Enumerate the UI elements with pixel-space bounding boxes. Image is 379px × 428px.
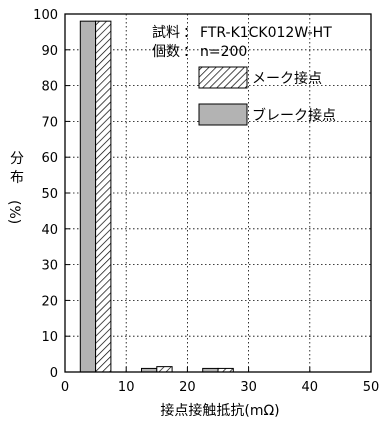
xtick-label: 30 — [240, 380, 257, 395]
count-value: n=200 — [200, 44, 247, 60]
ytick-label: 10 — [41, 330, 58, 345]
ytick-label: 60 — [41, 151, 58, 166]
ylabel-3: (%) — [6, 200, 22, 224]
bar-break — [79, 20, 97, 373]
ytick-label: 20 — [41, 294, 58, 309]
legend-swatch-break — [198, 103, 248, 126]
bar-make — [156, 366, 173, 373]
xtick-label: 0 — [61, 380, 69, 395]
ytick-label: 30 — [41, 259, 58, 274]
plot-frame — [64, 13, 372, 373]
sample-colon: ： — [183, 25, 197, 41]
ytick-label: 50 — [41, 187, 58, 202]
legend: メーク接点 ブレーク接点 — [198, 66, 336, 126]
legend-label-break: ブレーク接点 — [252, 107, 336, 124]
sample-value: FTR-K1CK012W-HT — [200, 25, 332, 41]
bar-make — [95, 20, 112, 373]
xtick-label: 20 — [179, 380, 196, 395]
count-colon: ： — [183, 44, 197, 60]
ytick-label: 70 — [41, 115, 58, 130]
legend-swatch-make — [198, 66, 248, 89]
sample-label: 試料 — [152, 25, 180, 41]
ylabel-2: 布 — [10, 170, 24, 186]
xlabel: 接点接触抵抗(mΩ) — [160, 402, 279, 419]
legend-label-make: メーク接点 — [252, 70, 322, 87]
count-label: 個数 — [152, 44, 180, 60]
xtick-label: 40 — [302, 380, 319, 395]
ytick-label: 90 — [41, 44, 58, 59]
axis-ticks: 0 10 20 30 40 50 60 70 80 90 100 0 10 20 30 40 50 — [33, 8, 379, 395]
xtick-label: 50 — [363, 380, 379, 395]
ytick-label: 40 — [41, 223, 58, 238]
bars — [79, 20, 234, 373]
ytick-label: 80 — [41, 80, 58, 95]
ytick-label: 0 — [50, 366, 58, 381]
xtick-label: 10 — [118, 380, 135, 395]
ylabel-1: 分 — [10, 151, 24, 167]
ytick-label: 100 — [33, 8, 58, 23]
